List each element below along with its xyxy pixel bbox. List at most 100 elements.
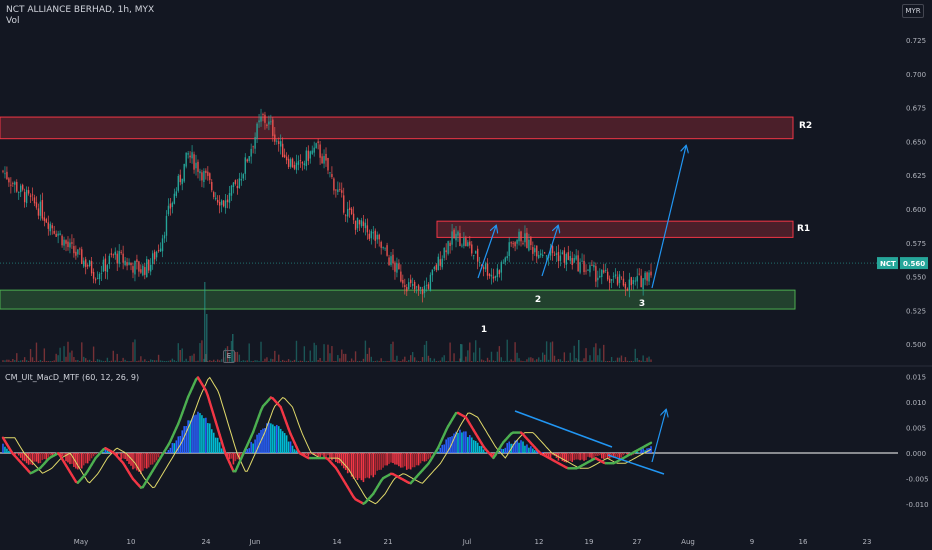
volume-bar (278, 354, 280, 362)
candle-body (508, 242, 510, 257)
earnings-marker[interactable]: E (223, 350, 235, 363)
volume-bar (575, 358, 577, 362)
candle-body (6, 171, 8, 180)
candle-body (132, 266, 134, 273)
price-axis-label: 0.625 (906, 172, 926, 180)
volume-label[interactable]: Vol (6, 16, 20, 26)
candle-body (390, 256, 392, 266)
macd-hist-bar (419, 453, 422, 464)
volume-bar (532, 358, 534, 362)
volume-bar (605, 360, 607, 362)
candle-body (415, 286, 418, 288)
volume-bar (410, 355, 412, 362)
candle-body (534, 248, 536, 253)
macd-hist-bar (80, 453, 83, 469)
macd-hist-bar (65, 453, 67, 462)
candle-body (341, 190, 343, 193)
macd-hist-bar (455, 431, 457, 453)
candle-body (337, 189, 339, 193)
candle-body (262, 114, 264, 116)
volume-bar (402, 359, 404, 362)
volume-bar (366, 353, 369, 362)
volume-bar (421, 357, 424, 362)
candle-body (55, 233, 57, 237)
macd-hist-bar (380, 453, 382, 470)
macd-hist-bar (75, 453, 77, 469)
volume-bar (309, 350, 311, 362)
candle-body (433, 266, 436, 270)
candle-body (213, 192, 215, 198)
volume-bar (380, 358, 382, 362)
macd-hist-bar (90, 453, 93, 459)
candle-body (98, 274, 101, 280)
macd-hist-bar (565, 453, 568, 463)
macd-hist-bar (31, 453, 34, 465)
candle-body (329, 172, 331, 174)
macd-hist-bar (427, 453, 430, 460)
candle-body (616, 276, 619, 285)
candle-body (606, 271, 609, 280)
candle-body (309, 151, 311, 159)
candle-body (394, 262, 396, 272)
candle-body (581, 260, 583, 262)
candle-body (281, 143, 284, 158)
candle-body (427, 284, 430, 289)
macd-hist-bar (39, 453, 42, 464)
volume-bar (339, 358, 341, 362)
macd-hist-bar (254, 439, 256, 453)
macd-hist-bar (384, 453, 386, 466)
macd-hist-bar (512, 443, 514, 453)
volume-bar (211, 360, 213, 362)
macd-hist-bar (51, 453, 54, 457)
candle-body (650, 271, 652, 276)
macd-hist-bar (228, 453, 231, 460)
candle-body (642, 278, 644, 290)
volume-bar (559, 359, 562, 362)
volume-bar (83, 356, 85, 362)
macd-hist-bar (268, 422, 270, 453)
volume-bar (21, 360, 24, 362)
macd-hist-bar (287, 441, 290, 453)
volume-bar (610, 356, 613, 362)
volume-bar (376, 360, 378, 362)
volume-bar (321, 360, 323, 362)
candle-body (421, 289, 424, 295)
volume-bar (606, 360, 609, 362)
candle-body (126, 262, 128, 266)
macd-hist-bar (155, 453, 158, 461)
macd-hist-bar (63, 453, 65, 457)
macd-hist-bar (240, 453, 243, 458)
volume-bar (650, 359, 652, 362)
currency-button[interactable]: MYR (902, 4, 924, 18)
volume-bar (398, 360, 400, 362)
candle-body (402, 280, 404, 284)
macd-hist-bar (122, 453, 124, 459)
volume-bar (518, 358, 520, 362)
candle-body (573, 258, 575, 263)
macd-hist-bar (392, 453, 394, 464)
macd-hist-bar (124, 453, 126, 459)
candle-body (130, 262, 132, 266)
macd-hist-bar (88, 453, 91, 461)
candle-body (289, 159, 292, 167)
volume-bar (636, 357, 638, 362)
candle-body (163, 235, 166, 239)
volume-bar (439, 360, 441, 362)
symbol-line[interactable]: NCT ALLIANCE BERHAD, 1h, MYX (6, 5, 155, 15)
candle-body (429, 274, 432, 291)
candle-body (475, 251, 477, 254)
macd-hist-bar (413, 453, 416, 468)
macd-hist-bar (193, 415, 195, 453)
macd-hist-bar (277, 426, 280, 453)
volume-bar (603, 344, 605, 362)
volume-bar (370, 356, 373, 362)
macd-hist-bar (514, 440, 516, 453)
candle-body (77, 249, 79, 255)
volume-bar (100, 360, 103, 362)
volume-bar (206, 314, 208, 362)
candle-body (315, 143, 317, 149)
macd-hist-bar (360, 453, 363, 481)
candle-body (313, 147, 315, 153)
volume-bar (478, 347, 481, 362)
